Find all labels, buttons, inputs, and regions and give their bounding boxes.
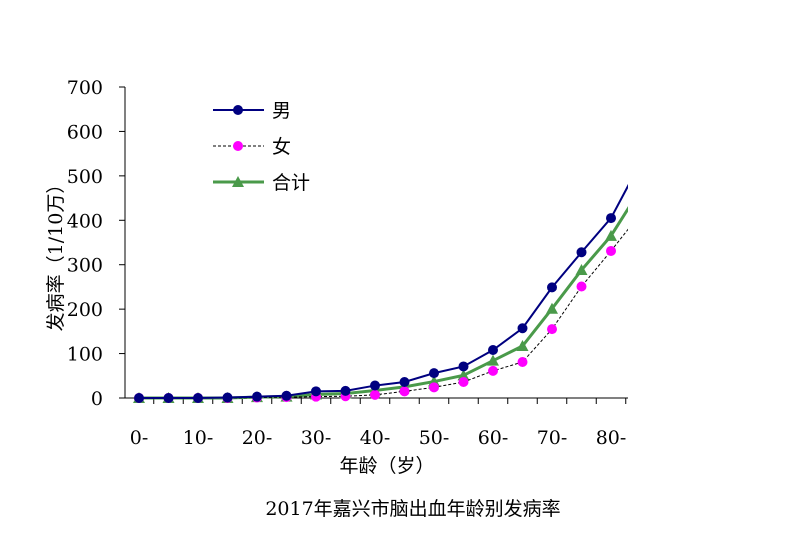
data-point (517, 357, 528, 368)
data-point (488, 365, 498, 376)
data-point (636, 209, 646, 219)
data-point (134, 393, 144, 403)
data-point (605, 229, 617, 241)
data-point (163, 393, 174, 403)
legend-label: 男 (272, 100, 291, 122)
data-point (546, 302, 558, 314)
y-tick-label: 500 (67, 166, 103, 188)
series-1 (134, 158, 646, 403)
data-point (252, 391, 262, 402)
data-point (222, 392, 233, 403)
y-tick-label: 600 (67, 121, 103, 143)
data-point (606, 213, 616, 224)
data-point (458, 361, 469, 372)
legend-marker (233, 141, 243, 151)
data-point (457, 369, 470, 381)
data-point (340, 385, 351, 396)
data-point (429, 382, 439, 393)
x-tick-label: 70- (537, 427, 568, 449)
y-tick-label: 200 (67, 299, 103, 321)
data-point (636, 158, 646, 168)
data-point (429, 368, 439, 379)
data-point (488, 345, 498, 356)
data-point (576, 281, 587, 292)
data-point (576, 247, 587, 258)
data-point (193, 393, 203, 403)
legend-marker (233, 105, 243, 115)
legend-item: 女 (213, 136, 291, 158)
x-tick-label: 40- (360, 427, 391, 449)
series-2 (134, 209, 646, 403)
x-tick-label: 60- (478, 427, 509, 449)
x-tick-label: 10- (183, 427, 214, 449)
x-tick-label: 30- (301, 427, 332, 449)
series-line (139, 183, 628, 399)
x-tick-label: 80- (596, 427, 627, 449)
y-tick-label: 0 (91, 388, 103, 410)
data-point (281, 390, 292, 401)
chart-title: 2017年嘉兴市脑出血年龄别发病率 (265, 498, 560, 520)
data-point (606, 245, 616, 256)
series-line (139, 228, 628, 399)
legend-label: 合计 (272, 172, 310, 194)
data-point (516, 340, 529, 352)
series-line (139, 206, 628, 400)
y-tick-label: 700 (67, 77, 103, 99)
data-point (399, 377, 410, 388)
data-point (547, 282, 557, 293)
data-point (575, 264, 588, 276)
data-point (635, 183, 647, 194)
series-layer (133, 158, 647, 403)
series-3 (133, 183, 647, 403)
legend-item: 合计 (213, 172, 310, 194)
data-point (370, 380, 380, 391)
y-tick-label: 100 (67, 344, 103, 366)
data-point (458, 377, 469, 388)
legend-label: 女 (272, 136, 291, 158)
data-point (311, 386, 321, 397)
data-point (370, 389, 380, 400)
x-tick-label: 0- (130, 427, 149, 449)
y-tick-label: 400 (67, 210, 103, 232)
data-point (547, 324, 557, 335)
x-tick-label: 20- (242, 427, 273, 449)
data-point (487, 354, 499, 366)
legend-marker (232, 176, 244, 187)
data-point (399, 386, 410, 397)
y-tick-label: 300 (67, 255, 103, 277)
x-axis-title: 年龄（岁） (339, 455, 434, 477)
data-point (517, 323, 528, 334)
legend-item: 男 (213, 100, 291, 122)
y-axis-title: 发病率（1/10万） (45, 175, 67, 332)
x-tick-label: 50- (419, 427, 450, 449)
axes: 0 100 200 300 400 500 600 700 0- 10- 20- 30- 40- 50- 6… (67, 77, 628, 449)
